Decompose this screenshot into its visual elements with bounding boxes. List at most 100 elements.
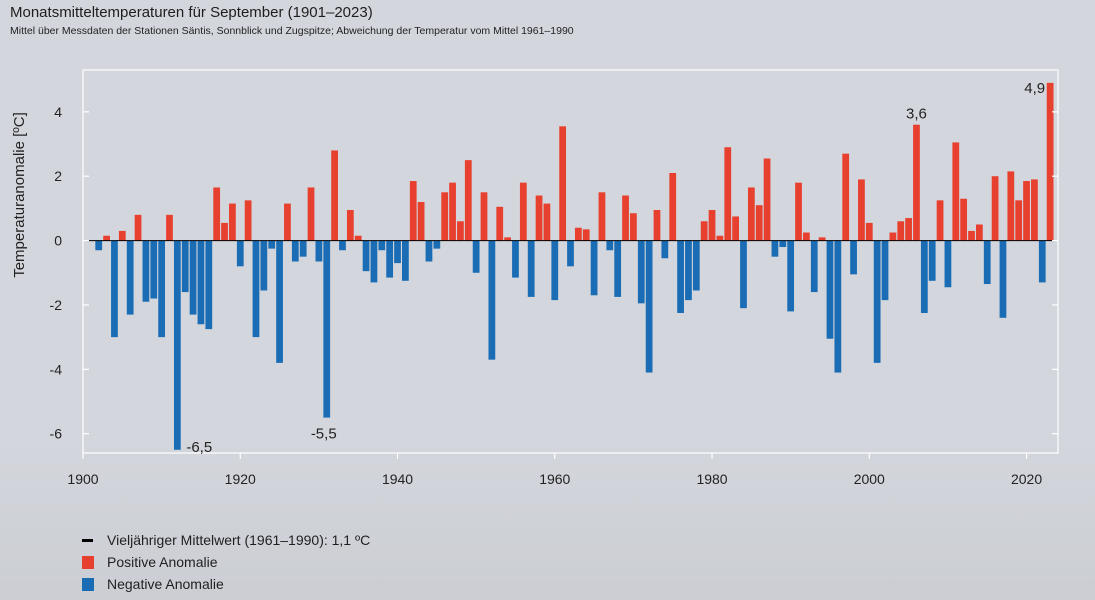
bar-1994 — [818, 237, 826, 241]
bar-1962 — [567, 240, 574, 267]
background-cloud — [0, 440, 1095, 600]
bar-2008 — [928, 240, 936, 281]
legend-mean-label: Vieljähriger Mittelwert (1961–1990): 1,1… — [107, 532, 371, 548]
bar-1909 — [150, 240, 158, 299]
annotations-group: -6,5 -5,5 3,6 4,9 — [186, 80, 1045, 456]
bars-group — [95, 82, 1054, 450]
bar-1922 — [252, 240, 260, 338]
bar-1910 — [158, 240, 166, 338]
bar-1933 — [339, 240, 346, 251]
bar-1978 — [692, 240, 700, 291]
y-tick-label: 4 — [54, 104, 62, 120]
bar-1925 — [276, 240, 283, 363]
legend-positive-label: Positive Anomalie — [107, 554, 218, 570]
bar-2003 — [889, 232, 897, 241]
bar-1949 — [464, 160, 472, 241]
bar-1908 — [142, 240, 150, 302]
bar-1928 — [299, 240, 307, 257]
negative-swatch — [82, 577, 94, 591]
legend: Vieljähriger Mittelwert (1961–1990): 1,1… — [82, 529, 370, 595]
bar-1999 — [858, 179, 865, 241]
bar-1996 — [834, 240, 842, 373]
bar-1906 — [126, 240, 134, 315]
bar-2015 — [983, 240, 991, 285]
bar-2001 — [873, 240, 881, 363]
bar-1920 — [236, 240, 244, 267]
bar-1938 — [378, 240, 386, 251]
x-tick-label: 1900 — [67, 471, 98, 487]
bar-2021 — [1031, 179, 1038, 241]
bar-2006 — [913, 124, 920, 241]
plot-frame — [82, 69, 1059, 454]
bar-1961 — [559, 126, 567, 241]
bar-1987 — [763, 158, 771, 241]
bar-1964 — [582, 229, 590, 241]
bar-1912 — [173, 240, 181, 450]
data-label: 4,9 — [1024, 80, 1045, 97]
bar-1934 — [346, 210, 354, 241]
bar-1991 — [795, 182, 802, 241]
bar-1951 — [480, 192, 488, 241]
bar-1979 — [700, 221, 708, 241]
bar-2014 — [975, 224, 983, 241]
bar-2012 — [960, 198, 968, 241]
bar-1935 — [354, 235, 362, 241]
bar-1926 — [284, 203, 291, 241]
bar-1980 — [708, 210, 716, 241]
bar-2016 — [991, 176, 999, 241]
bar-2017 — [999, 240, 1007, 318]
bar-1946 — [441, 192, 449, 241]
bar-2018 — [1007, 171, 1015, 241]
x-tick-label: 2000 — [854, 471, 885, 487]
bar-1918 — [221, 222, 228, 241]
bar-1958 — [535, 195, 543, 241]
bar-2004 — [897, 221, 905, 241]
bar-1985 — [747, 187, 755, 241]
chart-title: Monatsmitteltemperaturen für September (… — [10, 4, 373, 21]
bar-2010 — [944, 240, 952, 288]
x-tick-label: 1940 — [382, 471, 413, 487]
bar-1977 — [685, 240, 692, 301]
x-tick-label: 1920 — [225, 471, 256, 487]
bar-1972 — [645, 240, 653, 373]
chart-subtitle: Mittel über Messdaten der Stationen Sänt… — [10, 25, 574, 37]
bar-2023 — [1046, 82, 1054, 241]
bar-1984 — [740, 240, 747, 309]
bar-2000 — [865, 222, 873, 241]
bar-1952 — [488, 240, 496, 360]
bar-1941 — [402, 240, 409, 281]
bar-1993 — [810, 240, 818, 293]
bar-1976 — [677, 240, 684, 313]
y-tick-label: 0 — [54, 233, 62, 249]
bar-2002 — [881, 240, 889, 301]
bar-1927 — [291, 240, 299, 262]
bar-1913 — [181, 240, 189, 293]
bar-1902 — [95, 240, 103, 251]
bar-1937 — [370, 240, 378, 283]
bar-1923 — [260, 240, 268, 291]
bar-1990 — [787, 240, 795, 312]
bar-1957 — [527, 240, 535, 297]
x-tick-label: 2020 — [1011, 471, 1042, 487]
bar-1936 — [362, 240, 370, 272]
legend-item-negative: Negative Anomalie — [82, 573, 370, 595]
bar-1973 — [653, 210, 661, 241]
mean-line-swatch — [82, 538, 93, 542]
bar-1921 — [244, 200, 252, 241]
bar-1915 — [197, 240, 205, 325]
legend-item-mean: Vieljähriger Mittelwert (1961–1990): 1,1… — [82, 529, 370, 551]
bar-2013 — [968, 230, 975, 241]
bar-1989 — [779, 240, 787, 248]
bar-1945 — [433, 240, 441, 249]
bar-1943 — [417, 201, 425, 241]
bar-2011 — [952, 142, 960, 241]
bar-1905 — [118, 230, 126, 241]
bar-1939 — [386, 240, 394, 278]
bar-1924 — [268, 240, 276, 249]
bar-2020 — [1023, 181, 1030, 241]
bar-1974 — [661, 240, 669, 259]
y-ticks-group: 4 2 0 -2 -4 -6 — [50, 104, 1058, 442]
y-tick-label: -2 — [50, 297, 63, 313]
bar-1919 — [229, 203, 236, 241]
